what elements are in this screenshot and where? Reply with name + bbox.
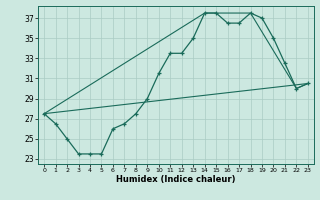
X-axis label: Humidex (Indice chaleur): Humidex (Indice chaleur) [116, 175, 236, 184]
